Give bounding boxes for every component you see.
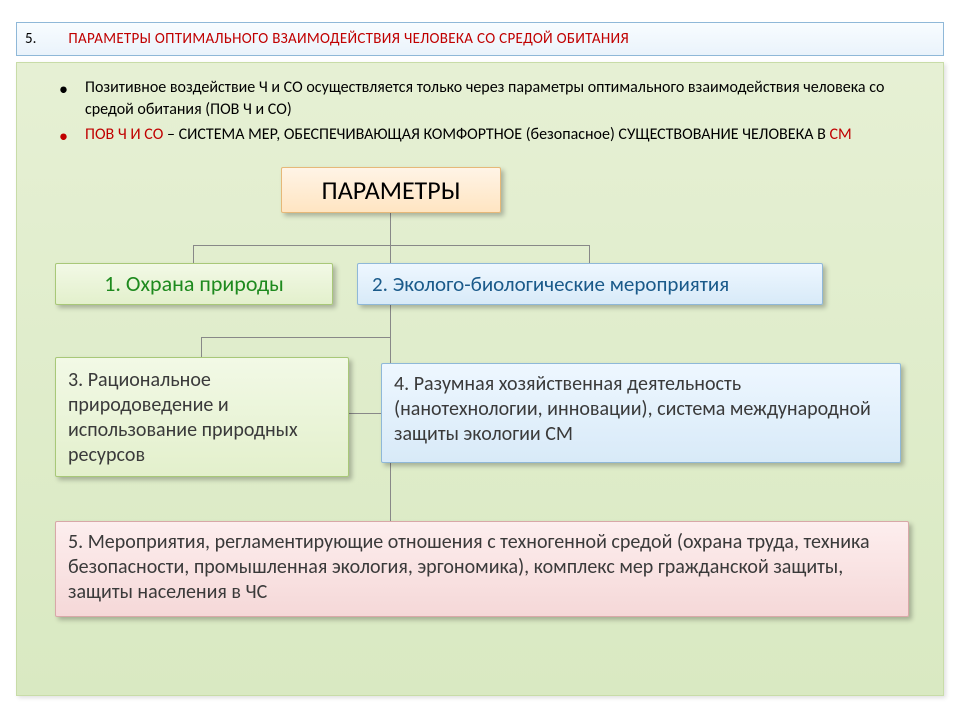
title-text: ПАРАМЕТРЫ ОПТИМАЛЬНОГО ВЗАИМОДЕЙСТВИЯ ЧЕ…: [68, 30, 629, 48]
node-4: 4. Разумная хозяйственная деятельность (…: [381, 363, 901, 463]
node-1: 1. Охрана природы: [55, 263, 333, 305]
node-5: 5. Мероприятия, регламентирующие отношен…: [55, 521, 909, 617]
node-3: 3. Рациональное природоведение и использ…: [55, 357, 349, 477]
node-root-label: ПАРАМЕТРЫ: [322, 174, 461, 207]
bullet-1: Позитивное воздействие Ч и СО осуществля…: [41, 77, 919, 120]
connector-h2: [390, 245, 589, 246]
node-root: ПАРАМЕТРЫ: [281, 167, 501, 213]
node-2: 2. Эколого-биологические мероприятия: [357, 263, 823, 305]
node-2-label: 2. Эколого-биологические мероприятия: [372, 271, 729, 297]
slide: 5. ПАРАМЕТРЫ ОПТИМАЛЬНОГО ВЗАИМОДЕЙСТВИЯ…: [16, 22, 944, 698]
bullet-2-suffix: СМ: [829, 125, 851, 144]
connector-v1: [193, 245, 194, 263]
bullet-list: Позитивное воздействие Ч и СО осуществля…: [41, 77, 919, 146]
node-1-label: 1. Охрана природы: [104, 270, 284, 298]
node-3-label: 3. Рациональное природоведение и использ…: [68, 368, 336, 468]
bullet-2-prefix: ПОВ Ч И СО: [85, 125, 163, 144]
node-4-label: 4. Разумная хозяйственная деятельность (…: [394, 372, 888, 447]
node-5-label: 5. Мероприятия, регламентирующие отношен…: [68, 530, 896, 605]
bullet-2: ПОВ Ч И СО – СИСТЕМА МЕР, ОБЕСПЕЧИВАЮЩАЯ…: [41, 124, 919, 146]
bullet-2-mid: – СИСТЕМА МЕР, ОБЕСПЕЧИВАЮЩАЯ КОМФОРТНОЕ…: [163, 125, 829, 144]
title-number: 5.: [25, 30, 36, 48]
connector-h3: [201, 337, 391, 338]
title-bar: 5. ПАРАМЕТРЫ ОПТИМАЛЬНОГО ВЗАИМОДЕЙСТВИЯ…: [16, 22, 944, 56]
connector-v3: [201, 337, 202, 357]
content-panel: Позитивное воздействие Ч и СО осуществля…: [16, 62, 944, 696]
connector-v2: [589, 245, 590, 263]
diagram: ПАРАМЕТРЫ 1. Охрана природы 2. Эколого-б…: [41, 167, 921, 657]
connector-h1: [193, 245, 391, 246]
bullet-1-text: Позитивное воздействие Ч и СО осуществля…: [85, 78, 884, 119]
